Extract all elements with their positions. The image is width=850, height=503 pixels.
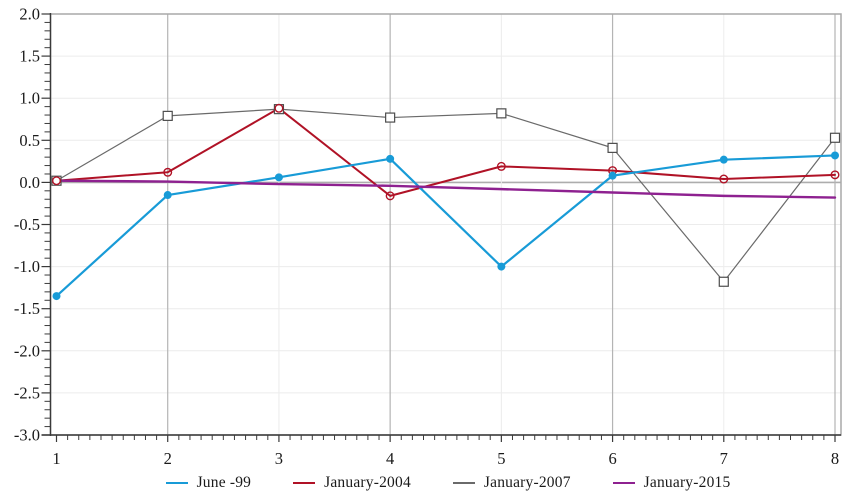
legend-line-swatch-icon: [452, 482, 475, 484]
x-tick-label: 5: [497, 449, 505, 468]
legend-line-swatch-icon: [165, 482, 188, 484]
data-point-june-99: [52, 292, 61, 301]
data-point-june-99: [274, 173, 283, 182]
data-point-january-2007: [607, 142, 618, 153]
legend-item-january-2004: January-2004: [293, 474, 411, 492]
y-tick-label: -2.0: [14, 341, 40, 360]
y-tick-label: 1.0: [19, 89, 40, 108]
data-point-june-99: [163, 191, 172, 200]
data-point-january-2004: [274, 103, 284, 113]
series-line-january-2015: [55, 179, 837, 199]
y-tick-label: -0.5: [14, 215, 40, 234]
legend-line-swatch-icon: [293, 482, 316, 484]
x-tick-label: 1: [52, 449, 60, 468]
y-tick-label: 0.5: [19, 131, 40, 150]
legend-item-january-2007: January-2007: [452, 474, 571, 492]
legend-line-swatch-icon: [612, 482, 635, 484]
x-tick-label: 4: [386, 449, 394, 468]
plot-area: 2.0 1.5 1.0 0.5 0.0 -0.5 -1.0 -1.5 -2.0 -2.5 -3.0 1…: [14, 5, 842, 468]
legend-label: January-2004: [324, 474, 411, 491]
data-point-january-2007: [385, 112, 396, 123]
data-point-january-2004: [719, 174, 729, 184]
data-point-june-99: [831, 151, 839, 160]
data-point-january-2007: [829, 132, 841, 143]
data-point-january-2004: [52, 176, 62, 186]
series-line-january-2007: [55, 108, 836, 283]
data-point-january-2007: [51, 175, 62, 186]
x-tick-label: 6: [608, 449, 616, 468]
y-tick-label: -2.5: [14, 383, 40, 402]
chart-legend: June -99 January-2004 January-2007 January-…: [50, 474, 846, 492]
data-point-january-2004: [830, 170, 840, 180]
data-point-january-2004: [163, 167, 173, 177]
data-point-january-2007: [718, 276, 729, 287]
legend-label: January-2015: [643, 474, 731, 491]
y-tick-label: -1.5: [14, 299, 40, 318]
x-tick-label: 2: [164, 449, 172, 468]
x-tick-label: 7: [720, 449, 728, 468]
data-point-june-99: [719, 155, 728, 164]
y-tick-label: 1.5: [19, 47, 40, 66]
y-tick-label: -3.0: [14, 426, 40, 445]
data-point-june-99: [608, 171, 617, 180]
data-point-january-2007: [162, 110, 173, 121]
series-line-january-2004: [55, 107, 836, 197]
data-point-january-2004: [385, 191, 395, 201]
series-line-june-99: [55, 154, 837, 298]
x-tick-label: 8: [831, 449, 839, 468]
x-tick-label: 3: [275, 449, 283, 468]
legend-label: January-2007: [483, 474, 571, 491]
y-tick-label: 0.0: [19, 173, 40, 192]
data-point-january-2004: [496, 161, 506, 171]
legend-item-june-99: June -99: [165, 474, 252, 492]
legend-label: June -99: [196, 474, 252, 491]
legend-item-january-2015: January-2015: [612, 474, 731, 492]
y-tick-label: -1.0: [14, 257, 40, 276]
y-tick-label: 2.0: [19, 5, 40, 24]
data-point-june-99: [497, 262, 506, 271]
data-point-january-2007: [496, 108, 507, 119]
data-point-june-99: [386, 154, 395, 163]
